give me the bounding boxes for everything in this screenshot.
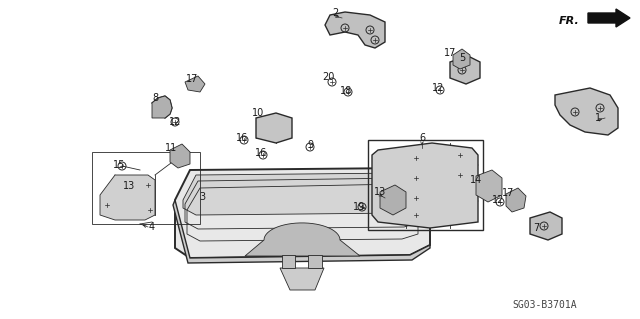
Text: FR.: FR. [559, 16, 580, 26]
Polygon shape [170, 144, 190, 168]
Text: 20: 20 [322, 72, 334, 82]
Text: SG03-B3701A: SG03-B3701A [513, 300, 577, 310]
Text: 12: 12 [492, 195, 504, 205]
Polygon shape [152, 96, 172, 118]
Polygon shape [530, 212, 562, 240]
Polygon shape [555, 88, 618, 135]
Text: 16: 16 [236, 133, 248, 143]
Text: 19: 19 [353, 202, 365, 212]
Polygon shape [175, 168, 430, 258]
Text: 1: 1 [595, 113, 601, 123]
Polygon shape [308, 255, 322, 268]
Polygon shape [450, 56, 480, 84]
Polygon shape [453, 49, 470, 69]
Polygon shape [100, 175, 155, 220]
Text: 18: 18 [340, 86, 352, 96]
Text: 3: 3 [199, 192, 205, 202]
Text: 10: 10 [252, 108, 264, 118]
Polygon shape [183, 173, 422, 215]
Text: 17: 17 [502, 188, 514, 198]
Polygon shape [245, 223, 360, 256]
Text: 13: 13 [374, 187, 386, 197]
Text: 5: 5 [459, 53, 465, 63]
Polygon shape [372, 143, 478, 228]
Bar [368, 140, 483, 230]
Polygon shape [380, 185, 406, 215]
Bar [92, 152, 200, 224]
Text: 17: 17 [444, 48, 456, 58]
Polygon shape [256, 113, 292, 143]
Text: 9: 9 [307, 140, 313, 150]
Text: 16: 16 [255, 148, 267, 158]
Text: 2: 2 [332, 8, 338, 18]
Polygon shape [506, 188, 526, 212]
Text: 6: 6 [419, 133, 425, 143]
Polygon shape [185, 76, 205, 92]
Polygon shape [280, 268, 324, 290]
Text: 12: 12 [169, 117, 181, 127]
Text: 17: 17 [186, 74, 198, 84]
Text: 13: 13 [123, 181, 135, 191]
Text: 14: 14 [470, 175, 482, 185]
Text: 11: 11 [165, 143, 177, 153]
Polygon shape [282, 255, 295, 268]
Text: 4: 4 [149, 222, 155, 232]
Text: 12: 12 [432, 83, 444, 93]
Polygon shape [173, 200, 430, 263]
Text: 7: 7 [533, 223, 539, 233]
Text: 15: 15 [113, 160, 125, 170]
FancyArrow shape [588, 9, 630, 27]
Polygon shape [476, 170, 502, 202]
Text: 8: 8 [152, 93, 158, 103]
Polygon shape [325, 12, 385, 48]
